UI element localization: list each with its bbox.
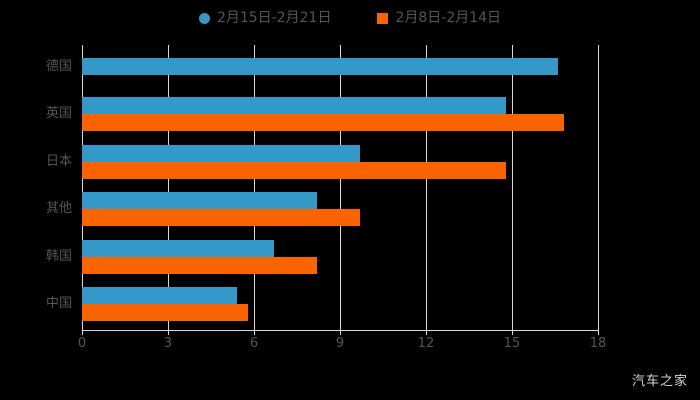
gridline	[340, 45, 341, 330]
x-axis-tick-label: 9	[335, 336, 345, 351]
bar-series-2[interactable]	[82, 161, 507, 179]
legend-label-series-2: 2月8日-2月14日	[395, 10, 502, 26]
x-axis-tick-label: 6	[249, 336, 259, 351]
x-axis-tick-mark	[254, 330, 255, 335]
x-axis-tick-mark	[426, 330, 427, 335]
bar-series-2[interactable]	[82, 304, 249, 322]
legend-swatch-orange-icon	[377, 12, 389, 24]
chart-legend: 2月15日-2月21日 2月8日-2月14日	[0, 6, 700, 30]
x-axis-tick-mark	[168, 330, 169, 335]
gridline	[168, 45, 169, 330]
legend-label-series-1: 2月15日-2月21日	[216, 10, 332, 26]
bar-series-2[interactable]	[82, 256, 318, 274]
x-axis-tick-label: 12	[417, 336, 435, 351]
bar-series-1[interactable]	[82, 192, 318, 210]
bar-series-2[interactable]	[82, 114, 564, 132]
y-axis-label-slot: 中国	[0, 297, 72, 311]
gridline	[512, 45, 513, 330]
bar-series-1[interactable]	[82, 144, 361, 162]
x-axis-tick-label: 15	[503, 336, 521, 351]
legend-item-series-1[interactable]: 2月15日-2月21日	[198, 10, 332, 26]
bar-series-1[interactable]	[82, 239, 275, 257]
y-axis-category-label: 日本	[45, 153, 72, 169]
legend-item-series-2[interactable]: 2月8日-2月14日	[377, 11, 501, 25]
y-axis-category-label: 韩国	[45, 248, 72, 264]
gridline	[598, 45, 599, 330]
legend-swatch-blue-icon	[198, 12, 210, 24]
bar-series-2[interactable]	[82, 209, 361, 227]
x-axis-tick-mark	[512, 330, 513, 335]
gridline	[82, 45, 83, 330]
x-axis-tick-label: 18	[589, 336, 607, 351]
watermark: 汽车之家	[631, 374, 688, 389]
bar-series-1[interactable]	[82, 287, 237, 305]
gridline	[254, 45, 255, 330]
x-axis-tick-label: 0	[77, 336, 87, 351]
bar-series-1[interactable]	[82, 58, 558, 76]
y-axis-category-label: 德国	[45, 58, 72, 74]
y-axis-label-slot: 英国	[0, 107, 72, 121]
x-axis-tick-label: 3	[163, 336, 173, 351]
plot-area	[82, 45, 598, 330]
y-axis-category-label: 中国	[45, 296, 72, 312]
y-axis-label-slot: 韩国	[0, 250, 72, 264]
y-axis-category-label: 其他	[45, 201, 72, 217]
y-axis-label-slot: 德国	[0, 60, 72, 74]
x-axis-tick-mark	[598, 330, 599, 335]
y-axis-label-slot: 日本	[0, 155, 72, 169]
y-axis-category-label: 英国	[45, 106, 72, 122]
gridline	[426, 45, 427, 330]
x-axis-tick-mark	[340, 330, 341, 335]
x-axis-tick-mark	[82, 330, 83, 335]
bar-series-1[interactable]	[82, 97, 507, 115]
x-axis-line	[82, 330, 599, 331]
y-axis-label-slot: 其他	[0, 202, 72, 216]
